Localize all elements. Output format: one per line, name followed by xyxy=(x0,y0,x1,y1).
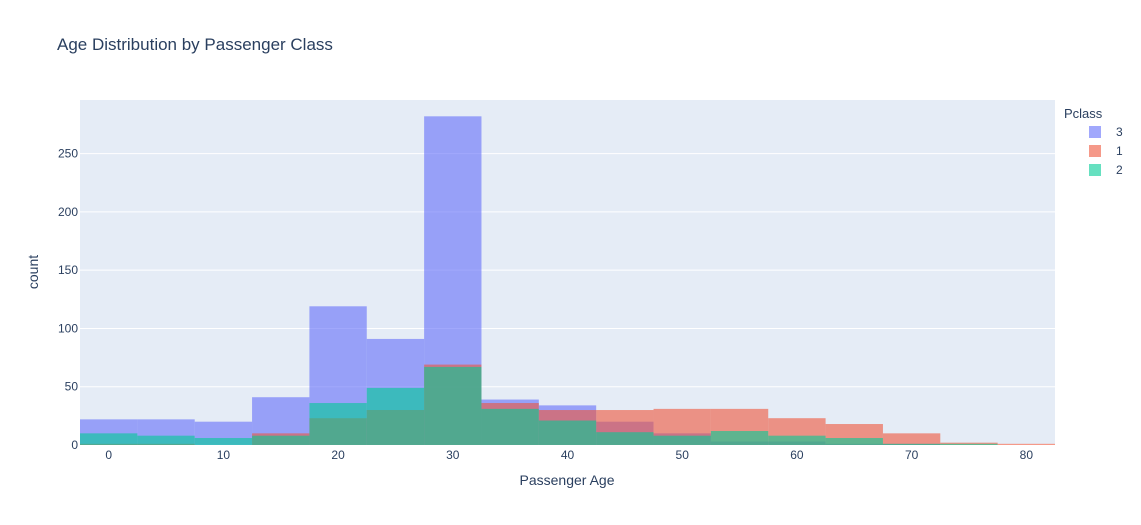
x-tick-label: 50 xyxy=(676,448,690,462)
y-tick-label: 0 xyxy=(71,438,78,452)
x-tick-label: 10 xyxy=(217,448,231,462)
x-tick-label: 30 xyxy=(446,448,460,462)
legend-label: 3 xyxy=(1116,125,1123,139)
x-tick-label: 70 xyxy=(905,448,919,462)
legend-item-3[interactable]: 3 xyxy=(1089,125,1123,139)
histogram-bar[interactable] xyxy=(424,366,482,445)
x-tick-label: 60 xyxy=(790,448,804,462)
x-tick-label: 0 xyxy=(105,448,112,462)
x-tick-label: 40 xyxy=(561,448,575,462)
legend-title: Pclass xyxy=(1064,106,1103,121)
legend-swatch xyxy=(1089,126,1101,138)
y-tick-label: 150 xyxy=(58,263,78,277)
x-axis-title: Passenger Age xyxy=(520,472,615,488)
legend-label: 1 xyxy=(1116,144,1123,158)
histogram-bar[interactable] xyxy=(80,433,138,445)
x-tick-label: 20 xyxy=(331,448,345,462)
histogram-bar[interactable] xyxy=(252,435,310,445)
legend-swatch xyxy=(1089,145,1101,157)
legend-item-2[interactable]: 2 xyxy=(1089,163,1123,177)
histogram-bar[interactable] xyxy=(194,438,253,445)
histogram-bar[interactable] xyxy=(710,431,769,445)
histogram-bar[interactable] xyxy=(596,432,654,445)
series-2 xyxy=(80,366,998,445)
histogram-bar[interactable] xyxy=(997,443,1055,445)
histogram-bar[interactable] xyxy=(481,408,539,445)
histogram-bar[interactable] xyxy=(538,420,597,445)
y-tick-label: 100 xyxy=(58,321,78,335)
y-tick-label: 200 xyxy=(58,205,78,219)
histogram-bar[interactable] xyxy=(137,435,195,445)
y-axis-ticks: 0 50 100 150 200 250 xyxy=(58,147,78,452)
y-tick-label: 250 xyxy=(58,147,78,161)
legend-label: 2 xyxy=(1116,163,1123,177)
histogram-bar[interactable] xyxy=(882,433,941,445)
histogram-bar[interactable] xyxy=(653,435,711,445)
histogram-bar[interactable] xyxy=(768,435,826,445)
histogram-bar[interactable] xyxy=(366,387,425,445)
plot-area xyxy=(80,100,1055,445)
y-tick-label: 50 xyxy=(65,380,79,394)
histogram-bar[interactable] xyxy=(882,443,941,445)
x-axis-ticks: 0 10 20 30 40 50 60 70 80 xyxy=(105,448,1033,462)
histogram-bar[interactable] xyxy=(825,438,883,445)
chart-title: Age Distribution by Passenger Class xyxy=(57,35,333,54)
legend-item-1[interactable]: 1 xyxy=(1089,144,1123,158)
histogram-bars xyxy=(80,116,1055,445)
x-tick-label: 80 xyxy=(1020,448,1034,462)
legend: Pclass 3 1 2 xyxy=(1064,106,1123,177)
histogram-bar[interactable] xyxy=(940,443,998,445)
legend-swatch xyxy=(1089,164,1101,176)
histogram-bar[interactable] xyxy=(309,403,367,445)
y-axis-title: count xyxy=(25,255,41,289)
